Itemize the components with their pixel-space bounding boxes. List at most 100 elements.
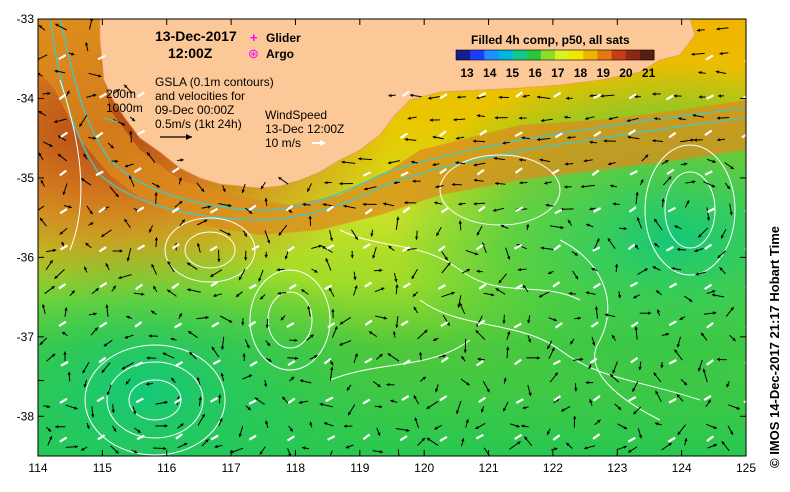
velocity-arrowhead — [494, 116, 498, 120]
velocity-arrowhead — [434, 201, 438, 205]
velocity-arrowhead — [476, 232, 480, 236]
wind-arrow — [627, 243, 636, 251]
velocity-arrowhead — [284, 255, 288, 260]
velocity-arrowhead — [632, 388, 636, 392]
velocity-arrowhead — [124, 84, 128, 89]
velocity-arrowhead — [493, 208, 497, 212]
velocity-arrowhead — [713, 443, 717, 448]
velocity-arrowhead — [612, 334, 616, 339]
velocity-arrowhead — [612, 369, 616, 374]
velocity-arrowhead — [115, 193, 119, 197]
colorbar-ticks: 13 14 15 16 17 18 19 20 21 — [460, 66, 655, 80]
wind-arrow — [58, 320, 67, 327]
lon-tick-label: 119 — [350, 461, 369, 475]
velocity-arrowhead — [415, 236, 419, 240]
velocity-arrowhead — [404, 137, 408, 142]
velocity-arrowhead — [258, 278, 262, 282]
velocity-arrowhead — [589, 94, 593, 98]
velocity-arrowhead — [518, 116, 522, 120]
wind-arrow — [209, 207, 219, 214]
velocity-arrowhead — [570, 340, 574, 345]
velocity-arrowhead — [128, 175, 132, 179]
colorbar-swatch — [597, 50, 613, 60]
wind-arrow — [552, 281, 561, 288]
velocity-arrowhead — [411, 160, 415, 164]
velocity-arrowhead — [348, 411, 352, 416]
velocity-arrowhead — [674, 225, 678, 229]
velocity-arrowhead — [163, 446, 167, 451]
velocity-arrowhead — [387, 353, 392, 357]
velocity-arrowhead — [617, 406, 622, 410]
velocity-arrowhead — [267, 240, 271, 244]
velocity-arrowhead — [634, 94, 638, 99]
velocity-arrowhead — [717, 254, 721, 258]
velocity-arrowhead — [584, 446, 588, 450]
velocity-arrowhead — [372, 255, 376, 259]
velocity-arrowhead — [343, 424, 347, 428]
lat-tick-label: -38 — [17, 409, 35, 423]
wind-arrow — [95, 170, 104, 177]
colorbar-tick-label: 18 — [574, 66, 588, 80]
velocity-arrowhead — [346, 387, 351, 391]
velocity-arrowhead — [696, 28, 701, 32]
velocity-arrowhead — [350, 255, 354, 259]
velocity-arrowhead — [205, 439, 209, 443]
wind-arrow — [402, 282, 411, 289]
wind-arrow — [210, 281, 219, 288]
wind-arrow — [171, 206, 180, 214]
velocity-arrowhead — [364, 187, 368, 191]
velocity-arrowhead — [218, 394, 222, 398]
wind-arrow — [706, 322, 714, 329]
velocity-arrowhead — [264, 254, 268, 258]
velocity-arrowhead — [295, 356, 299, 360]
velocity-arrowhead — [307, 305, 311, 310]
wind-arrow — [98, 356, 107, 364]
colorbar-tick-label: 17 — [551, 66, 565, 80]
wind-arrow — [136, 129, 146, 136]
velocity-arrowhead — [526, 224, 530, 228]
velocity-arrowhead — [83, 153, 87, 158]
velocity-arrowhead — [214, 444, 218, 448]
velocity-arrowhead — [222, 188, 226, 192]
wind-arrow — [95, 131, 104, 139]
velocity-arrowhead — [196, 377, 200, 381]
wind-arrow — [515, 91, 524, 98]
colorbar-swatch — [512, 50, 528, 60]
velocity-arrowhead — [638, 366, 642, 371]
isobath-200m-label: 200m — [106, 87, 136, 101]
lon-tick-label: 120 — [414, 461, 434, 475]
velocity-arrowhead — [380, 287, 385, 291]
velocity-arrowhead — [200, 188, 205, 192]
velocity-arrowhead — [105, 263, 109, 267]
wind-arrow — [402, 206, 411, 214]
velocity-arrowhead — [220, 346, 225, 350]
velocity-arrowhead — [105, 304, 109, 308]
velocity-arrowhead — [228, 203, 232, 208]
velocity-arrowhead — [330, 361, 334, 366]
wind-arrow — [706, 94, 715, 100]
wind-arrow — [174, 322, 183, 329]
velocity-arrowhead — [74, 406, 78, 410]
velocity-arrowhead — [59, 231, 64, 235]
velocity-arrowhead — [413, 306, 417, 311]
wind-arrow — [706, 359, 714, 366]
velocity-arrowhead — [309, 421, 313, 425]
velocity-arrowhead — [149, 229, 153, 233]
velocity-arrowhead — [498, 279, 502, 284]
velocity-arrowhead — [39, 341, 44, 345]
velocity-arrowhead — [196, 243, 201, 247]
velocity-arrowhead — [527, 339, 531, 343]
velocity-arrowhead — [339, 342, 343, 346]
wind-arrow — [326, 244, 335, 250]
wind-arrow — [136, 91, 145, 98]
colorbar-swatch — [456, 50, 471, 60]
wind-arrow — [248, 434, 257, 441]
velocity-arrowhead — [203, 219, 208, 223]
velocity-arrowhead — [64, 307, 68, 311]
velocity-arrowhead — [698, 71, 702, 75]
velocity-arrowhead — [414, 417, 418, 421]
wind-arrow — [475, 243, 484, 251]
wind-arrow — [666, 168, 675, 175]
velocity-arrowhead — [730, 165, 734, 169]
wind-arrow — [59, 169, 67, 177]
